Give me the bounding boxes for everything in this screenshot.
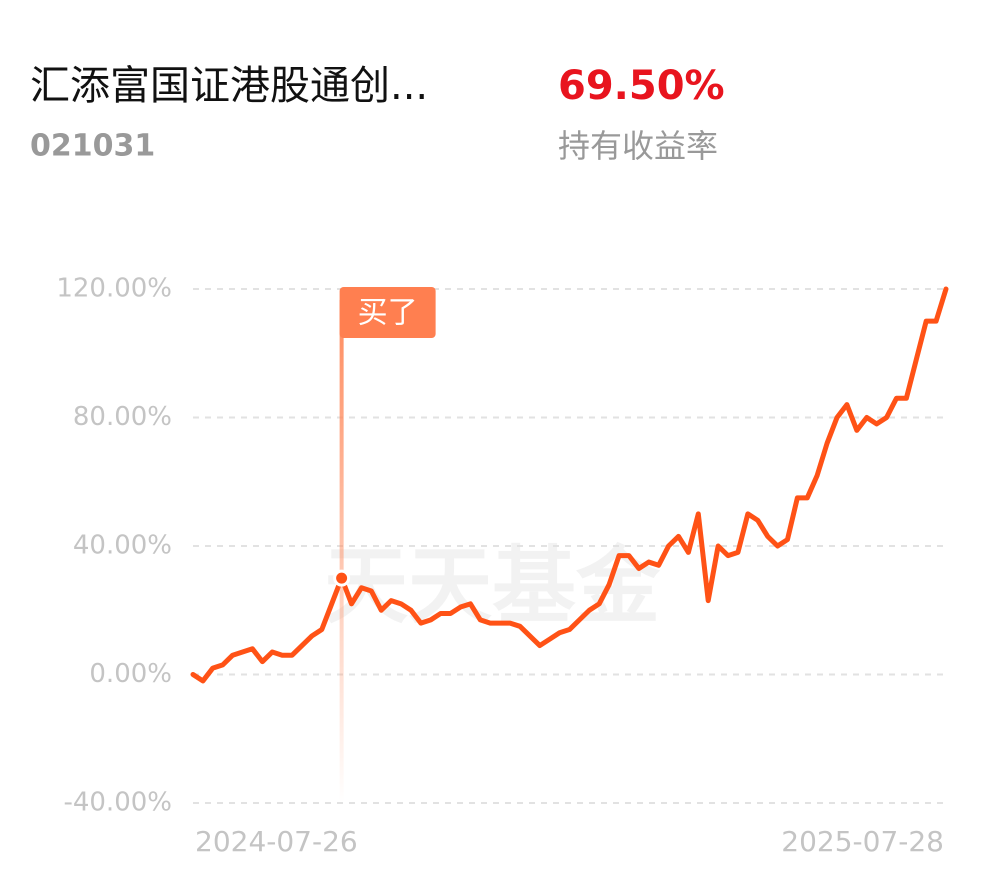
y-tick-label: 80.00% <box>73 402 172 432</box>
buy-line <box>339 300 344 803</box>
x-tick-label: 2025-07-28 <box>781 825 944 858</box>
y-tick-label: 120.00% <box>56 274 172 304</box>
buy-tag-text: 买了 <box>358 296 418 331</box>
y-tick-label: -40.00% <box>63 788 172 818</box>
line <box>190 286 949 684</box>
y-tick-label: 0.00% <box>89 659 172 689</box>
y-tick-label: 40.00% <box>73 531 172 561</box>
x-tick-label: 2024-07-26 <box>195 825 358 858</box>
buy-point <box>333 569 351 587</box>
watermark: 天天基金 <box>324 537 661 635</box>
fund-title: 汇添富国证港股通创... <box>30 63 428 109</box>
return-value: 69.50% <box>558 63 725 109</box>
return-label: 持有收益率 <box>558 127 718 165</box>
buy-tag <box>339 287 436 338</box>
fund-code: 021031 <box>30 129 155 164</box>
